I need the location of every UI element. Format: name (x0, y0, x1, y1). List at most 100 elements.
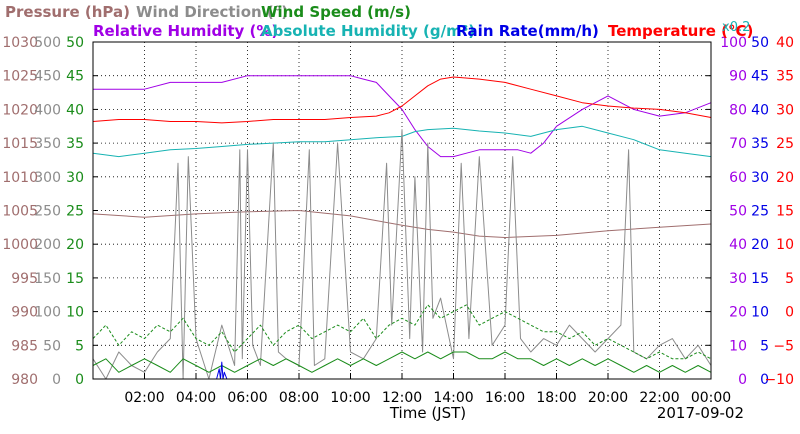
y-tick-wind_speed: 40 (66, 102, 84, 118)
y-tick-pressure: 1025 (2, 69, 38, 85)
y-tick-wind_direction: 100 (34, 305, 61, 321)
y-tick-wind_direction: 50 (43, 338, 61, 354)
y-tick-relative_humidity: 70 (729, 136, 747, 152)
legend-item: Temperature (°C) (608, 22, 753, 40)
x-tick-label: 06:00 (227, 390, 267, 406)
y-tick-pressure: 1015 (2, 136, 38, 152)
y-tick-relative_humidity: 30 (729, 271, 747, 287)
y-tick-relative_humidity: 60 (729, 170, 747, 186)
y-tick-rain_rate: 20 (751, 237, 769, 253)
legend-item: Relative Humidity (%) (93, 22, 278, 40)
y-tick-wind_direction: 350 (34, 136, 61, 152)
y-tick-temperature: −5 (773, 338, 794, 354)
legend-row-2: Relative Humidity (%)Absolute Humidity (… (93, 22, 753, 40)
y-tick-temperature: 10 (776, 237, 794, 253)
y-tick-wind_direction: 450 (34, 69, 61, 85)
y-tick-temperature: 20 (776, 170, 794, 186)
y-tick-relative_humidity: 80 (729, 102, 747, 118)
y-tick-wind_speed: 45 (66, 69, 84, 85)
x-tick-label: 18:00 (536, 390, 576, 406)
series-absolute-humidity-g-m- (92, 125, 712, 158)
y-tick-wind_speed: 25 (66, 204, 84, 220)
y-tick-temperature: 15 (776, 204, 794, 220)
y-tick-rain_rate: 50 (751, 35, 769, 51)
x-tick-label: 00:00 (691, 390, 731, 406)
y-tick-wind_speed: 35 (66, 136, 84, 152)
x-tick-label: 16:00 (485, 390, 525, 406)
y-tick-temperature: 0 (785, 305, 794, 321)
y-tick-rain_rate: 25 (751, 204, 769, 220)
series-wind-speed-m-s- (92, 351, 712, 373)
y-tick-rain_rate: 45 (751, 69, 769, 85)
y-tick-rain_rate: 30 (751, 170, 769, 186)
y-tick-relative_humidity: 0 (738, 372, 747, 388)
axes-layer: 9809859909951000100510101015102010251030… (2, 35, 794, 388)
y-tick-pressure: 985 (11, 338, 38, 354)
y-tick-temperature: −10 (764, 372, 794, 388)
y-tick-pressure: 1030 (2, 35, 38, 51)
y-tick-wind_speed: 20 (66, 237, 84, 253)
y-tick-wind_speed: 0 (75, 372, 84, 388)
y-tick-pressure: 980 (11, 372, 38, 388)
y-tick-rain_rate: 35 (751, 136, 769, 152)
y-tick-wind_direction: 200 (34, 237, 61, 253)
series-relative-humidity- (93, 75, 712, 158)
y-tick-rain_rate: 5 (760, 338, 769, 354)
legend-item: Rain Rate(mm/h) (456, 22, 599, 40)
x-axis-label: Time (JST) (389, 404, 466, 422)
series-wind-speed-gust (92, 304, 712, 360)
x-tick-label: 20:00 (588, 390, 628, 406)
y-tick-relative_humidity: 20 (729, 305, 747, 321)
x-tick-label: 22:00 (639, 390, 679, 406)
y-tick-temperature: 30 (776, 102, 794, 118)
y-tick-pressure: 995 (11, 271, 38, 287)
series-wind-direction- (92, 129, 712, 380)
y-tick-relative_humidity: 100 (720, 35, 747, 51)
y-tick-temperature: 35 (776, 69, 794, 85)
y-tick-wind_direction: 400 (34, 102, 61, 118)
y-tick-rain_rate: 40 (751, 102, 769, 118)
legend-item: Pressure (hPa) (5, 3, 130, 21)
y-tick-relative_humidity: 90 (729, 69, 747, 85)
y-tick-wind_direction: 150 (34, 271, 61, 287)
x-tick-labels: 02:00 04:00 06:00 08:00 10:00 12:00 14:00 16:00… (124, 373, 731, 406)
x-tick-label: 08:00 (279, 390, 319, 406)
series-rain-rate-mm-h- (93, 361, 711, 380)
legend-item: Absolute Humidity (g/m³) (261, 22, 475, 40)
y-tick-wind_direction: 500 (34, 35, 61, 51)
y-tick-wind_speed: 10 (66, 305, 84, 321)
y-tick-temperature: 40 (776, 35, 794, 51)
y-tick-relative_humidity: 10 (729, 338, 747, 354)
y-tick-wind_speed: 5 (75, 338, 84, 354)
y-tick-pressure: 1010 (2, 170, 38, 186)
y-tick-wind_speed: 50 (66, 35, 84, 51)
y-tick-wind_direction: 0 (52, 372, 61, 388)
date-label: 2017-09-02 (657, 404, 744, 422)
y-tick-temperature: 5 (785, 271, 794, 287)
y-tick-relative_humidity: 40 (729, 237, 747, 253)
y-tick-rain_rate: 0 (760, 372, 769, 388)
x-tick-label: 12:00 (382, 390, 422, 406)
y-tick-wind_speed: 15 (66, 271, 84, 287)
x-tick-label: 14:00 (433, 390, 473, 406)
legend-row-1: Pressure (hPa) Wind Direction (°)Wind Spe… (5, 3, 411, 21)
y-tick-pressure: 1000 (2, 237, 38, 253)
y-tick-wind_direction: 250 (34, 204, 61, 220)
x-tick-label: 02:00 (124, 390, 164, 406)
y-tick-pressure: 990 (11, 305, 38, 321)
scale-note: x0.2 (722, 20, 750, 35)
y-tick-pressure: 1020 (2, 102, 38, 118)
legend-item: Wind Speed (m/s) (261, 3, 411, 21)
series-temperature-c- (92, 76, 712, 124)
y-tick-rain_rate: 15 (751, 271, 769, 287)
y-tick-relative_humidity: 50 (729, 204, 747, 220)
y-tick-wind_direction: 300 (34, 170, 61, 186)
y-tick-wind_speed: 30 (66, 170, 84, 186)
series-layer (92, 75, 712, 380)
x-tick-label: 10:00 (330, 390, 370, 406)
series-pressure-hpa- (92, 210, 712, 238)
y-tick-pressure: 1005 (2, 204, 38, 220)
y-tick-temperature: 25 (776, 136, 794, 152)
legend-item: Wind Direction (°) (136, 3, 288, 21)
